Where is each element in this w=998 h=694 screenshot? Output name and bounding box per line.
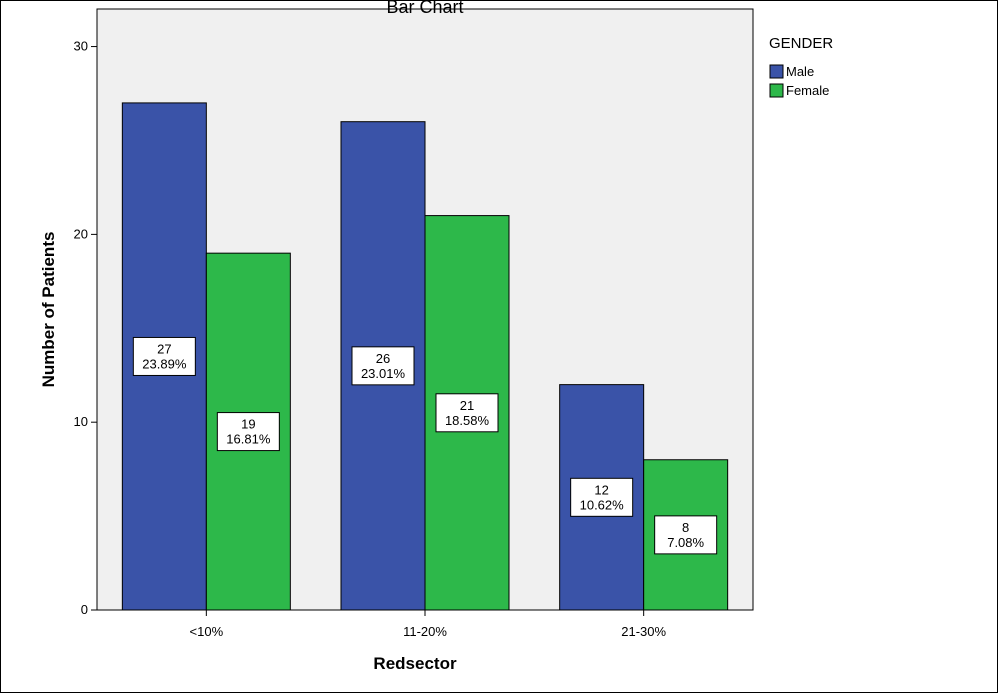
x-tick-label: 21-30%	[621, 624, 666, 639]
y-axis-title: Number of Patients	[39, 232, 58, 388]
y-tick-label: 10	[74, 414, 88, 429]
data-label-count: 27	[157, 341, 171, 356]
legend-swatch-female	[769, 83, 784, 98]
data-label-percent: 18.58%	[445, 413, 490, 428]
y-tick-label: 30	[74, 39, 88, 54]
legend-title: GENDER	[769, 35, 833, 52]
x-axis-title: Redsector	[373, 654, 457, 673]
y-tick-label: 0	[81, 602, 88, 617]
chart-title: Bar Chart	[386, 1, 463, 17]
data-label-box	[132, 336, 196, 376]
data-label-percent: 7.08%	[667, 535, 704, 550]
data-label-count: 8	[682, 520, 689, 535]
data-label-percent: 23.89%	[142, 356, 187, 371]
data-label-percent: 23.01%	[361, 366, 406, 381]
data-label-count: 19	[241, 417, 255, 432]
data-label-box	[570, 477, 634, 517]
x-axis: <10% 11-20% 21-30%	[190, 610, 667, 639]
data-label-percent: 10.62%	[580, 497, 625, 512]
x-tick-label: 11-20%	[403, 624, 447, 639]
data-label: 87.08%	[654, 515, 718, 555]
data-label-count: 21	[460, 398, 474, 413]
data-label-percent: 16.81%	[226, 432, 271, 447]
data-label-box	[654, 515, 718, 555]
y-tick-label: 20	[74, 226, 88, 241]
data-label-box	[435, 393, 499, 433]
legend-label-female: Female	[786, 83, 829, 98]
data-label-count: 12	[594, 482, 608, 497]
y-axis: 0 10 20 30	[74, 39, 97, 617]
x-tick-label: <10%	[190, 624, 224, 639]
legend-label-male: Male	[786, 64, 814, 79]
data-label-box	[216, 412, 280, 452]
data-label-count: 26	[376, 351, 390, 366]
legend: GENDER Male Female	[769, 35, 833, 98]
data-label-box	[351, 346, 415, 386]
legend-swatch-male	[769, 64, 784, 79]
